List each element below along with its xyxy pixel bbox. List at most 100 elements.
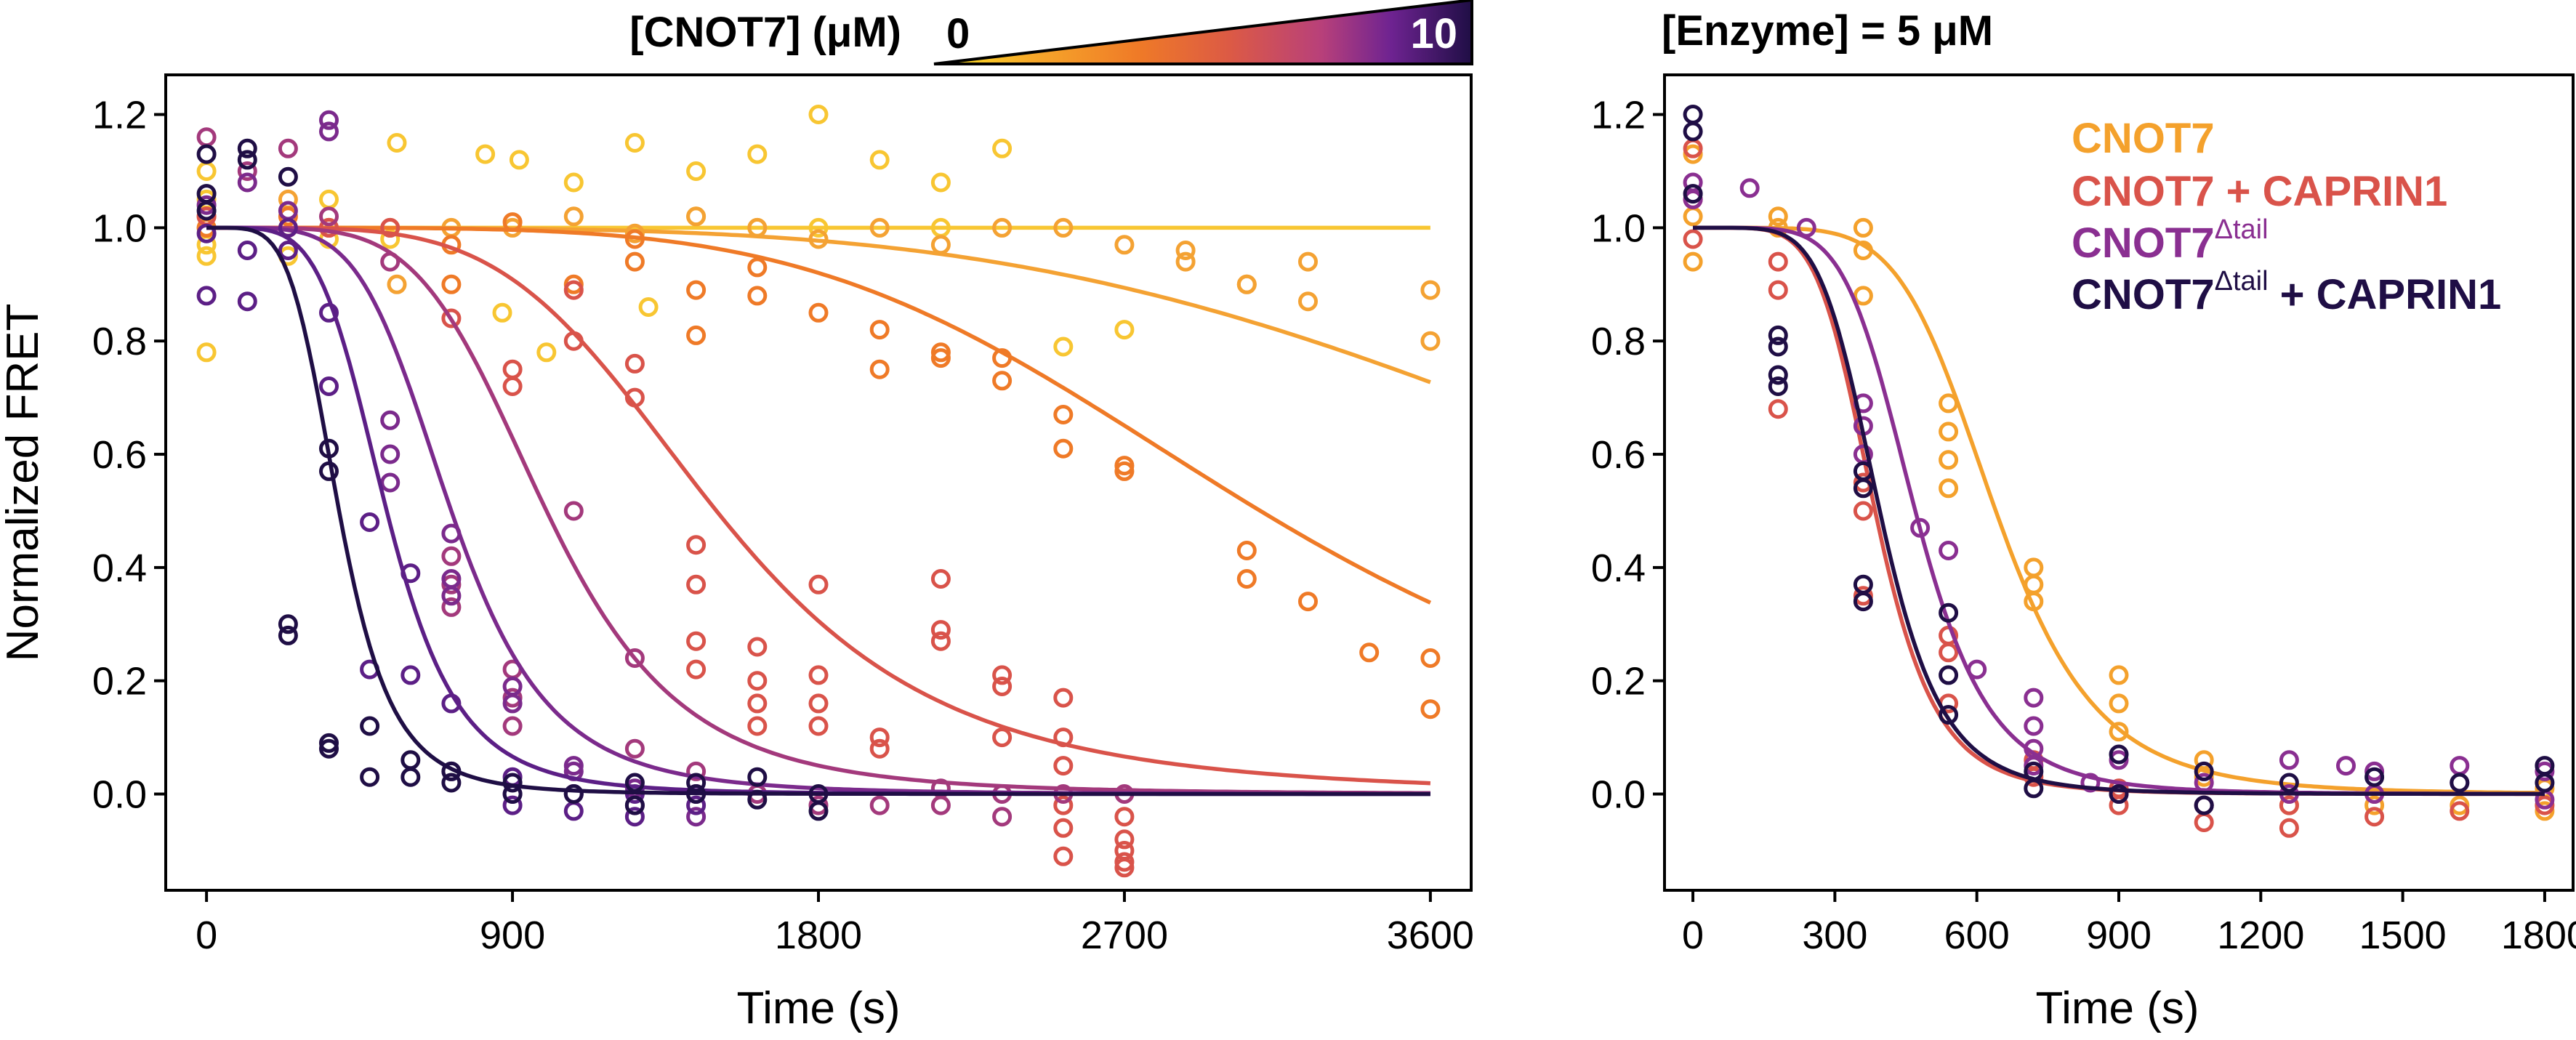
y-tick-label: 1.0 — [92, 206, 147, 250]
data-point — [1853, 286, 1873, 306]
data-point — [360, 512, 380, 532]
data-point — [536, 342, 557, 363]
data-point — [1053, 795, 1074, 815]
x-tick-label: 1500 — [2359, 914, 2447, 957]
data-point — [2194, 795, 2214, 815]
data-point — [563, 331, 584, 351]
data-point — [930, 795, 951, 815]
right-x-ticks: 0 300 600 900 1200 1500 1800 — [1682, 890, 2576, 957]
data-point — [2109, 722, 2129, 742]
left-plot-frame — [164, 73, 1473, 892]
data-point — [1420, 280, 1441, 300]
data-point — [747, 144, 768, 164]
data-point — [380, 251, 401, 272]
y-tick-label: 1.2 — [1591, 94, 1646, 137]
data-point — [319, 110, 339, 130]
data-point — [2364, 795, 2385, 815]
data-point — [1053, 405, 1074, 424]
data-point — [563, 501, 584, 521]
data-point — [319, 438, 339, 459]
data-point — [1768, 399, 1788, 419]
data-point — [1768, 280, 1788, 300]
data-point — [1359, 642, 1380, 663]
series-7 — [196, 138, 1430, 821]
data-point — [1236, 274, 1257, 294]
data-point — [502, 716, 523, 736]
data-point — [1053, 818, 1074, 838]
data-point — [1683, 229, 1703, 249]
data-point — [278, 138, 298, 158]
data-point — [441, 546, 462, 566]
data-point — [2279, 795, 2299, 815]
fit-curve — [206, 225, 1431, 786]
right-plot-frame — [1663, 73, 2575, 892]
data-point — [319, 121, 339, 142]
data-point — [747, 767, 768, 787]
data-point — [686, 773, 707, 793]
data-point — [319, 302, 339, 323]
data-point — [2109, 784, 2129, 804]
data-point — [441, 274, 462, 294]
data-point — [380, 444, 401, 464]
data-point — [1853, 574, 1873, 594]
data-point — [2024, 592, 2044, 612]
data-point — [1939, 450, 1959, 470]
data-point — [1114, 807, 1135, 827]
data-point — [401, 665, 421, 685]
data-point — [869, 738, 890, 759]
left-y-ticks: 0.0 0.2 0.4 0.6 0.8 1.0 1.2 — [92, 94, 166, 817]
data-point — [502, 693, 523, 714]
data-point — [2080, 773, 2101, 793]
data-point — [319, 738, 339, 759]
data-point — [2024, 557, 2044, 578]
data-point — [686, 325, 707, 345]
y-tick-label: 1.2 — [92, 94, 147, 137]
y-tick-label: 0.6 — [92, 433, 147, 477]
y-tick-label: 0.2 — [92, 660, 147, 704]
data-point — [387, 274, 407, 294]
data-point — [747, 716, 768, 736]
data-point — [563, 801, 584, 821]
data-point — [747, 637, 768, 657]
data-point — [869, 727, 890, 748]
data-point — [2109, 693, 2129, 714]
data-point — [380, 410, 401, 430]
left-y-axis-title: Normalized FRET — [0, 304, 48, 662]
data-point — [319, 189, 339, 209]
data-point — [992, 727, 1013, 748]
data-point — [278, 166, 298, 187]
data-point — [1683, 105, 1703, 124]
right-legend: CNOT7 CNOT7 + CAPRIN1CNOT7ΔtailCNOT7Δtail… — [2072, 115, 2501, 318]
data-point — [502, 795, 523, 815]
data-point — [930, 569, 951, 589]
series-2 — [196, 206, 1441, 719]
data-point — [747, 789, 768, 810]
data-point — [808, 229, 829, 249]
data-point — [2024, 574, 2044, 594]
legend-entry: CNOT7Δtail + CAPRIN1 — [2072, 266, 2501, 318]
data-point — [441, 597, 462, 617]
gradient-min-label: 0 — [946, 10, 970, 57]
data-point — [380, 472, 401, 493]
x-tick-label: 3600 — [1387, 914, 1474, 957]
data-point — [1683, 251, 1703, 272]
data-point — [380, 217, 401, 238]
data-point — [1739, 178, 1760, 198]
x-tick-label: 300 — [1802, 914, 1867, 957]
x-tick-label: 0 — [196, 914, 217, 957]
data-point — [2109, 744, 2129, 765]
left-x-axis-title: Time (s) — [737, 983, 901, 1033]
data-point — [686, 784, 707, 804]
data-point — [319, 217, 339, 238]
data-point — [1683, 121, 1703, 142]
fit-curve — [206, 225, 1430, 797]
data-point — [747, 693, 768, 714]
y-tick-label: 0.8 — [1591, 320, 1646, 363]
data-point — [196, 144, 217, 164]
data-point — [686, 631, 707, 651]
data-point — [869, 795, 890, 815]
data-point — [1053, 336, 1074, 357]
right-panel: [Enzyme] = 5 μM Time (s) 0.0 0.2 0.4 0.6 0.8… — [1591, 7, 2576, 1033]
data-point — [196, 246, 217, 266]
data-point — [1768, 376, 1788, 396]
